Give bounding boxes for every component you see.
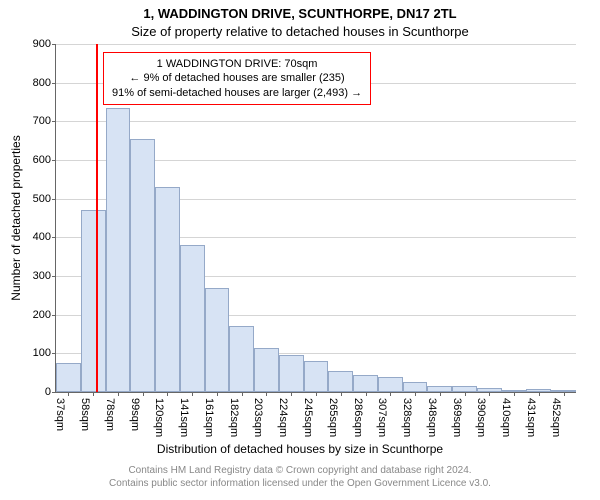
- histogram-bar: [353, 375, 378, 392]
- ytick-mark: [52, 121, 56, 122]
- xtick-mark: [489, 392, 490, 396]
- xtick-label: 410sqm: [500, 398, 512, 437]
- histogram-bar: [328, 371, 353, 392]
- xtick-label: 452sqm: [550, 398, 562, 437]
- ytick-mark: [52, 83, 56, 84]
- histogram-bar: [81, 210, 106, 392]
- histogram-bar: [180, 245, 205, 392]
- xtick-mark: [539, 392, 540, 396]
- xtick-label: 265sqm: [327, 398, 339, 437]
- ytick-label: 300: [33, 270, 51, 282]
- xtick-mark: [242, 392, 243, 396]
- xtick-mark: [390, 392, 391, 396]
- xtick-mark: [366, 392, 367, 396]
- xtick-mark: [266, 392, 267, 396]
- histogram-bar: [304, 361, 329, 392]
- ytick-mark: [52, 353, 56, 354]
- ytick-label: 400: [33, 231, 51, 243]
- xtick-mark: [415, 392, 416, 396]
- xtick-label: 390sqm: [475, 398, 487, 437]
- ytick-mark: [52, 160, 56, 161]
- xtick-mark: [440, 392, 441, 396]
- marker-callout: 1 WADDINGTON DRIVE: 70sqm ← 9% of detach…: [103, 52, 371, 105]
- xtick-label: 328sqm: [401, 398, 413, 437]
- xtick-label: 182sqm: [228, 398, 240, 437]
- xtick-mark: [217, 392, 218, 396]
- ytick-label: 100: [33, 347, 51, 359]
- ytick-label: 500: [33, 193, 51, 205]
- ytick-mark: [52, 276, 56, 277]
- histogram-bar: [155, 187, 180, 392]
- chart-title: 1, WADDINGTON DRIVE, SCUNTHORPE, DN17 2T…: [0, 6, 600, 21]
- histogram-bar: [106, 108, 131, 392]
- y-axis-label: Number of detached properties: [9, 135, 23, 300]
- ytick-mark: [52, 392, 56, 393]
- footer-line1: Contains HM Land Registry data © Crown c…: [0, 464, 600, 477]
- ytick-label: 700: [33, 115, 51, 127]
- xtick-label: 58sqm: [79, 398, 91, 431]
- xtick-mark: [514, 392, 515, 396]
- histogram-bar: [254, 348, 279, 392]
- ytick-label: 900: [33, 38, 51, 50]
- histogram-bar: [378, 377, 403, 392]
- xtick-label: 431sqm: [525, 398, 537, 437]
- histogram-bar: [279, 355, 304, 392]
- ytick-mark: [52, 237, 56, 238]
- xtick-label: 307sqm: [376, 398, 388, 437]
- grid-line: [56, 44, 576, 45]
- xtick-label: 141sqm: [178, 398, 190, 437]
- ytick-label: 600: [33, 154, 51, 166]
- xtick-label: 203sqm: [252, 398, 264, 437]
- callout-line3: 91% of semi-detached houses are larger (…: [112, 86, 362, 100]
- ytick-mark: [52, 315, 56, 316]
- histogram-bar: [229, 326, 254, 392]
- xtick-mark: [118, 392, 119, 396]
- xtick-label: 369sqm: [451, 398, 463, 437]
- xtick-label: 286sqm: [352, 398, 364, 437]
- xtick-label: 78sqm: [104, 398, 116, 431]
- xtick-mark: [291, 392, 292, 396]
- xtick-label: 245sqm: [302, 398, 314, 437]
- xtick-mark: [143, 392, 144, 396]
- footer-line2: Contains public sector information licen…: [0, 477, 600, 490]
- histogram-bar: [205, 288, 230, 392]
- x-axis-label: Distribution of detached houses by size …: [0, 442, 600, 456]
- ytick-label: 800: [33, 77, 51, 89]
- xtick-label: 224sqm: [277, 398, 289, 437]
- xtick-label: 37sqm: [54, 398, 66, 431]
- xtick-mark: [68, 392, 69, 396]
- histogram-bar: [403, 382, 428, 392]
- grid-line: [56, 121, 576, 122]
- ytick-label: 200: [33, 309, 51, 321]
- property-marker-line: [96, 44, 98, 392]
- xtick-mark: [316, 392, 317, 396]
- xtick-mark: [465, 392, 466, 396]
- histogram-bar: [56, 363, 81, 392]
- xtick-mark: [564, 392, 565, 396]
- ytick-label: 0: [45, 386, 51, 398]
- callout-line2: ← 9% of detached houses are smaller (235…: [112, 71, 362, 85]
- xtick-label: 120sqm: [153, 398, 165, 437]
- chart-footer: Contains HM Land Registry data © Crown c…: [0, 464, 600, 490]
- xtick-mark: [341, 392, 342, 396]
- ytick-mark: [52, 44, 56, 45]
- callout-line1: 1 WADDINGTON DRIVE: 70sqm: [112, 57, 362, 71]
- xtick-label: 161sqm: [203, 398, 215, 437]
- xtick-label: 99sqm: [129, 398, 141, 431]
- chart-subtitle: Size of property relative to detached ho…: [0, 24, 600, 39]
- xtick-label: 348sqm: [426, 398, 438, 437]
- histogram-bar: [130, 139, 155, 392]
- ytick-mark: [52, 199, 56, 200]
- xtick-mark: [192, 392, 193, 396]
- xtick-mark: [167, 392, 168, 396]
- xtick-mark: [93, 392, 94, 396]
